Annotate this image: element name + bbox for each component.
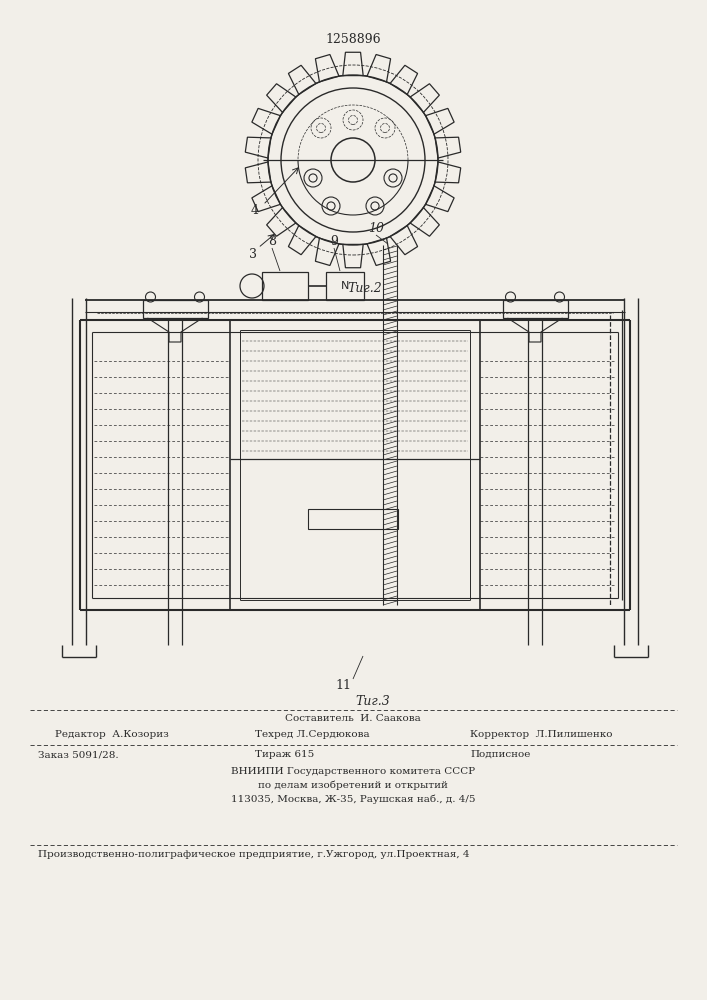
Text: Τиг.2: Τиг.2 [348,282,382,294]
Text: N: N [341,281,349,291]
Text: Техред Л.Сердюкова: Техред Л.Сердюкова [255,730,370,739]
Text: 4: 4 [251,204,259,217]
Text: 3: 3 [249,248,257,261]
Text: 11: 11 [335,679,351,692]
Text: Подписное: Подписное [470,750,530,759]
Text: Тираж 615: Тираж 615 [255,750,314,759]
Text: 9: 9 [330,235,338,248]
Text: Корректор  Л.Пилишенко: Корректор Л.Пилишенко [470,730,612,739]
Text: Τиг.3: Τиг.3 [356,695,390,708]
Bar [503,300,568,318]
Bar [326,272,364,300]
Text: 8: 8 [268,235,276,248]
Bar [143,300,207,318]
Bar [308,509,398,529]
Text: Заказ 5091/28.: Заказ 5091/28. [38,750,119,759]
Text: по делам изобретений и открытий: по делам изобретений и открытий [258,781,448,790]
Bar [262,272,308,300]
Text: Редактор  А.Козориз: Редактор А.Козориз [55,730,169,739]
Text: ВНИИПИ Государственного комитета СССР: ВНИИПИ Государственного комитета СССР [231,767,475,776]
Text: 1258896: 1258896 [325,33,381,46]
Text: 10: 10 [368,222,384,235]
Text: Составитель  И. Саакова: Составитель И. Саакова [285,714,421,723]
Text: Производственно-полиграфическое предприятие, г.Ужгород, ул.Проектная, 4: Производственно-полиграфическое предприя… [38,850,469,859]
Text: 113035, Москва, Ж-35, Раушская наб., д. 4/5: 113035, Москва, Ж-35, Раушская наб., д. … [230,795,475,804]
